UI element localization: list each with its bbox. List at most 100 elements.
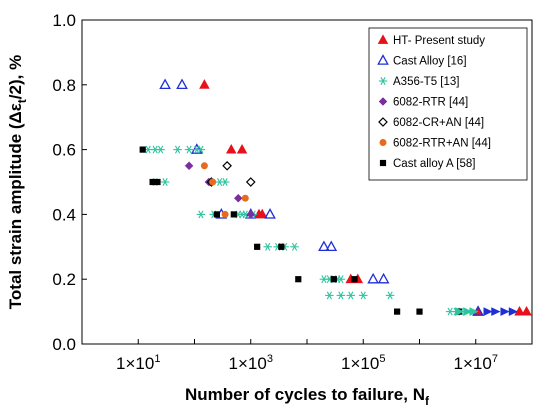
data-point: [156, 145, 165, 154]
legend-label: 6082-RTR [44]: [393, 97, 468, 109]
data-point: [213, 211, 220, 218]
legend-item: Cast alloy A [58]: [379, 158, 475, 170]
data-point: [196, 145, 206, 154]
y-axis-title: Total strain amplitude (Δεt/2), %: [6, 55, 29, 309]
series-6082-rtr-an-44: [200, 162, 249, 218]
data-point: [149, 178, 156, 186]
data-point: [209, 178, 217, 186]
x-axis-title-subscript: f: [425, 394, 430, 408]
y-tick-label: 0.2: [52, 270, 76, 289]
y-axis-title-tail: /2), %: [6, 55, 25, 99]
data-point: [245, 177, 256, 187]
series-6082-rtr-44: [184, 161, 256, 219]
data-point: [318, 240, 330, 252]
y-tick-label: 0.8: [52, 76, 76, 95]
x-tick-label-exponent: 7: [492, 353, 498, 365]
data-point: [278, 243, 285, 250]
data-point: [385, 291, 395, 300]
data-point: [377, 272, 390, 284]
legend-item: A356-T5 [13]: [378, 76, 459, 88]
legend-label: 6082-RTR+AN [44]: [393, 138, 491, 150]
legend-marker: [379, 159, 387, 167]
series-runout-arrows: [455, 307, 479, 316]
data-point: [199, 79, 210, 89]
data-point: [154, 178, 161, 186]
data-series: [139, 78, 532, 316]
data-point: [367, 272, 380, 284]
data-point: [139, 146, 146, 153]
x-tick-label-base: 1×10: [454, 354, 492, 373]
y-axis-title-main: Total strain amplitude (Δε: [6, 103, 25, 309]
legend-label: Cast Alloy [16]: [393, 56, 467, 68]
y-tick-label: 1.0: [52, 11, 76, 30]
x-tick-label-exponent: 3: [267, 353, 273, 365]
y-axis-title-subscript: t: [15, 99, 29, 103]
data-point: [500, 307, 510, 316]
y-tick-label: 0.4: [52, 205, 76, 224]
legend-label: A356-T5 [13]: [393, 76, 459, 88]
y-tick-label: 0.6: [52, 141, 76, 160]
data-point: [325, 240, 338, 252]
data-point: [336, 275, 346, 284]
data-point: [491, 307, 501, 316]
x-tick-label: 1×107: [454, 353, 498, 373]
data-point: [469, 307, 479, 316]
x-tick-label: 1×101: [116, 353, 160, 373]
legend-item: 6082-CR+AN [44]: [378, 117, 484, 129]
legend-marker: [379, 139, 387, 146]
series-runout-arrows: [483, 307, 519, 316]
data-point: [330, 276, 337, 283]
data-point: [173, 145, 182, 154]
data-point: [184, 145, 194, 154]
data-point: [346, 291, 356, 300]
legend: HT- Present study Cast Alloy [16] A356-T5 …: [368, 27, 528, 181]
data-point: [264, 208, 276, 219]
x-tick-label-exponent: 1: [154, 353, 160, 365]
data-point: [159, 78, 171, 90]
data-point: [236, 143, 248, 154]
data-point: [256, 208, 268, 219]
x-tick-label-exponent: 5: [379, 353, 385, 365]
data-point: [220, 178, 230, 186]
data-point: [336, 291, 346, 300]
x-tick-label-base: 1×10: [116, 354, 154, 373]
data-point: [290, 242, 299, 251]
legend-label: HT- Present study: [393, 35, 485, 47]
x-axis-title-main: Number of cycles to failure, N: [185, 385, 425, 404]
legend-item: HT- Present study: [377, 34, 485, 47]
data-point: [521, 305, 532, 316]
data-point: [359, 291, 368, 300]
legend-label: Cast alloy A [58]: [393, 158, 475, 170]
data-point: [416, 308, 423, 315]
data-point: [241, 194, 249, 202]
legend-item: 6082-RTR [44]: [378, 97, 468, 109]
x-tick-label: 1×105: [341, 353, 385, 373]
y-axis: 0.0 0.2 0.4 0.6 0.8 1.0: [52, 11, 87, 354]
data-point: [176, 78, 188, 90]
data-point: [225, 143, 237, 154]
data-point: [514, 305, 525, 316]
y-tick-label: 0.0: [52, 335, 76, 354]
legend-marker: [377, 54, 389, 65]
x-axis: 1×101 1×103 1×105 1×107: [81, 339, 533, 373]
data-point: [508, 307, 519, 316]
data-point: [246, 210, 256, 219]
data-point: [254, 243, 261, 250]
legend-box: [368, 27, 528, 181]
data-point: [222, 160, 232, 171]
data-point: [233, 193, 243, 203]
data-point: [200, 162, 208, 170]
legend-label: 6082-CR+AN [44]: [393, 117, 484, 129]
data-point: [295, 276, 302, 283]
data-point: [351, 276, 358, 283]
data-point: [190, 143, 203, 154]
data-point: [463, 307, 473, 316]
data-point: [184, 161, 194, 171]
legend-marker: [378, 97, 388, 106]
data-point: [394, 308, 401, 315]
data-point: [221, 210, 229, 218]
legend-marker: [378, 117, 388, 127]
data-point: [160, 178, 170, 186]
data-point: [455, 307, 465, 316]
